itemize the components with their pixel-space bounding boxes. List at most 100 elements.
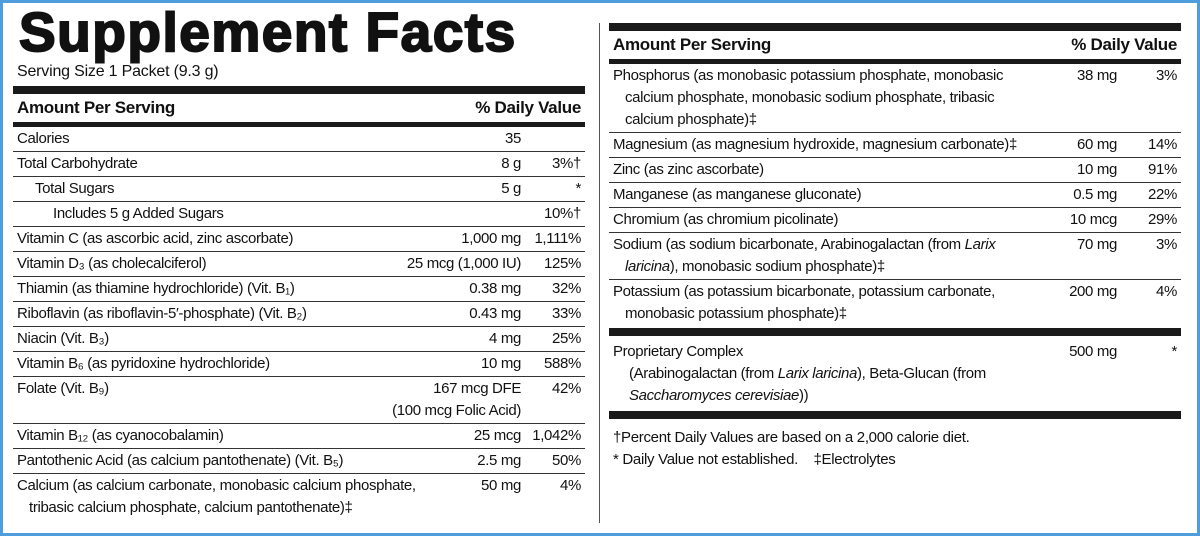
amount: 10 mg — [481, 355, 521, 372]
nutrient-name: Riboflavin (as riboflavin-5′-phosphate) … — [17, 305, 307, 322]
nutrient-name: Vitamin B₁₂ (as cyanocobalamin) — [17, 427, 224, 444]
nutrient-name: Vitamin B₆ (as pyridoxine hydrochloride) — [17, 355, 270, 372]
daily-value: 588% — [544, 355, 581, 372]
thick-rule — [13, 86, 585, 94]
amount: 2.5 mg — [477, 452, 521, 469]
daily-value: 10%† — [544, 205, 581, 222]
nutrient-row: Vitamin B₆ (as pyridoxine hydrochloride)… — [13, 352, 585, 377]
nutrient-name: Thiamin (as thiamine hydrochloride) (Vit… — [17, 280, 295, 297]
nutrient-row: Phosphorus (as monobasic potassium phosp… — [609, 64, 1181, 133]
amount: 500 mg — [1069, 343, 1117, 360]
nutrient-row: Potassium (as potassium bicarbonate, pot… — [609, 280, 1181, 326]
amount: 70 mg — [1077, 236, 1117, 253]
nutrient-name: Potassium (as potassium bicarbonate, pot… — [613, 283, 995, 322]
proprietary-name: Proprietary Complex — [613, 343, 744, 360]
text: (Arabinogalactan (from — [629, 365, 778, 382]
medium-rule — [13, 122, 585, 127]
amount: 4 mg — [489, 330, 521, 347]
nutrient-name: Zinc (as zinc ascorbate) — [613, 161, 764, 178]
header-row: Amount Per Serving % Daily Value — [609, 31, 1181, 59]
daily-value: 22% — [1148, 186, 1177, 203]
amount: 35 — [505, 130, 521, 147]
proprietary-description: (Arabinogalactan (from Larix laricina), … — [613, 363, 1045, 407]
amount: 60 mg — [1077, 136, 1117, 153]
nutrient-row: Calcium (as calcium carbonate, monobasic… — [13, 474, 585, 520]
amount: 50 mg — [481, 477, 521, 494]
daily-value: * — [1171, 343, 1178, 360]
footnote: †Percent Daily Values are based on a 2,0… — [613, 429, 970, 446]
amount: 0.5 mg — [1073, 186, 1117, 203]
title: Supplement Facts — [18, 1, 517, 63]
thick-rule — [609, 23, 1181, 31]
daily-value: 42% — [552, 380, 581, 397]
header-dv: % Daily Value — [1071, 35, 1177, 54]
nutrient-name: Vitamin D₃ (as cholecalciferol) — [17, 255, 207, 272]
daily-value: 4% — [560, 477, 581, 494]
italic-text: Larix laricina — [777, 365, 858, 382]
italic-text: Saccharomyces cerevisiae — [629, 387, 800, 404]
daily-value: 32% — [552, 280, 581, 297]
nutrient-name: Total Carbohydrate — [17, 155, 138, 172]
nutrient-name: Manganese (as manganese gluconate) — [613, 186, 862, 203]
daily-value: 91% — [1148, 161, 1177, 178]
thick-rule — [609, 328, 1181, 336]
nutrient-name: Magnesium (as magnesium hydroxide, magne… — [613, 136, 1017, 153]
amount: 200 mg — [1069, 283, 1117, 300]
nutrient-row: Vitamin B₁₂ (as cyanocobalamin) 25 mcg 1,0… — [13, 424, 585, 449]
nutrient-row: Manganese (as manganese gluconate) 0.5 mg… — [609, 183, 1181, 208]
amount: 25 mcg (1,000 IU) — [406, 255, 521, 272]
daily-value: 1,111% — [534, 230, 581, 247]
amount: 25 mcg — [473, 427, 521, 444]
empty-cell — [449, 203, 521, 225]
text: ), Beta-Glucan (from — [857, 365, 986, 382]
amount: 167 mcg DFE (100 mcg Folic Acid) — [392, 380, 521, 419]
proprietary-row: Proprietary Complex (Arabinogalactan (fr… — [609, 336, 1181, 408]
footnote-text: ‡Electrolytes — [813, 451, 896, 468]
daily-value: 125% — [544, 255, 581, 272]
nutrient-name: Folate (Vit. B₉) — [17, 380, 109, 397]
daily-value: 1,042% — [532, 427, 581, 444]
daily-value: 25% — [552, 330, 581, 347]
amount: 5 g — [501, 180, 521, 197]
nutrient-row: Riboflavin (as riboflavin-5′-phosphate) … — [13, 302, 585, 327]
nutrient-row: Zinc (as zinc ascorbate) 10 mg 91% — [609, 158, 1181, 183]
daily-value: 33% — [552, 305, 581, 322]
proprietary-cell: Proprietary Complex (Arabinogalactan (fr… — [613, 341, 1045, 407]
amount: 0.43 mg — [469, 305, 521, 322]
nutrient-name: Pantothenic Acid (as calcium pantothenat… — [17, 452, 344, 469]
amount: 0.38 mg — [469, 280, 521, 297]
nutrient-name: Vitamin C (as ascorbic acid, zinc ascorb… — [17, 230, 294, 247]
nutrient-row: Magnesium (as magnesium hydroxide, magne… — [609, 133, 1181, 158]
amount: 1,000 mg — [461, 230, 521, 247]
empty-cell — [521, 128, 581, 150]
nutrient-name: Chromium (as chromium picolinate) — [613, 211, 839, 228]
daily-value: 3%† — [552, 155, 581, 172]
daily-value: 3% — [1156, 67, 1177, 84]
footnote-text: * Daily Value not established. — [613, 451, 799, 468]
italic-text: Larix laricina — [625, 236, 996, 275]
text: ), monobasic sodium phosphate)‡ — [669, 258, 885, 275]
medium-rule — [609, 59, 1181, 64]
nutrient-row: Total Carbohydrate 8 g 3%† — [13, 152, 585, 177]
nutrient-row: Pantothenic Acid (as calcium pantothenat… — [13, 449, 585, 474]
amount: 10 mcg — [1069, 211, 1117, 228]
daily-value: 50% — [552, 452, 581, 469]
nutrient-name: Phosphorus (as monobasic potassium phosp… — [613, 67, 1004, 128]
daily-value: 14% — [1148, 136, 1177, 153]
nutrient-row: Vitamin D₃ (as cholecalciferol) 25 mcg (1… — [13, 252, 585, 277]
nutrient-name: Sodium (as sodium bicarbonate, Arabinoga… — [613, 234, 1045, 278]
daily-value: * — [575, 180, 582, 197]
text: Sodium (as sodium bicarbonate, Arabinoga… — [613, 236, 965, 253]
text: )) — [799, 387, 809, 404]
header-amount: Amount Per Serving — [613, 35, 772, 54]
right-panel: Amount Per Serving % Daily Value Phosphor… — [609, 23, 1181, 471]
amount: 38 mg — [1077, 67, 1117, 84]
nutrient-name: Calcium (as calcium carbonate, monobasic… — [17, 477, 416, 516]
nutrient-name: Niacin (Vit. B₃) — [17, 330, 109, 347]
daily-value: 29% — [1148, 211, 1177, 228]
amount: 8 g — [501, 155, 521, 172]
amount: 10 mg — [1077, 161, 1117, 178]
nutrient-name: Calories — [17, 130, 70, 147]
